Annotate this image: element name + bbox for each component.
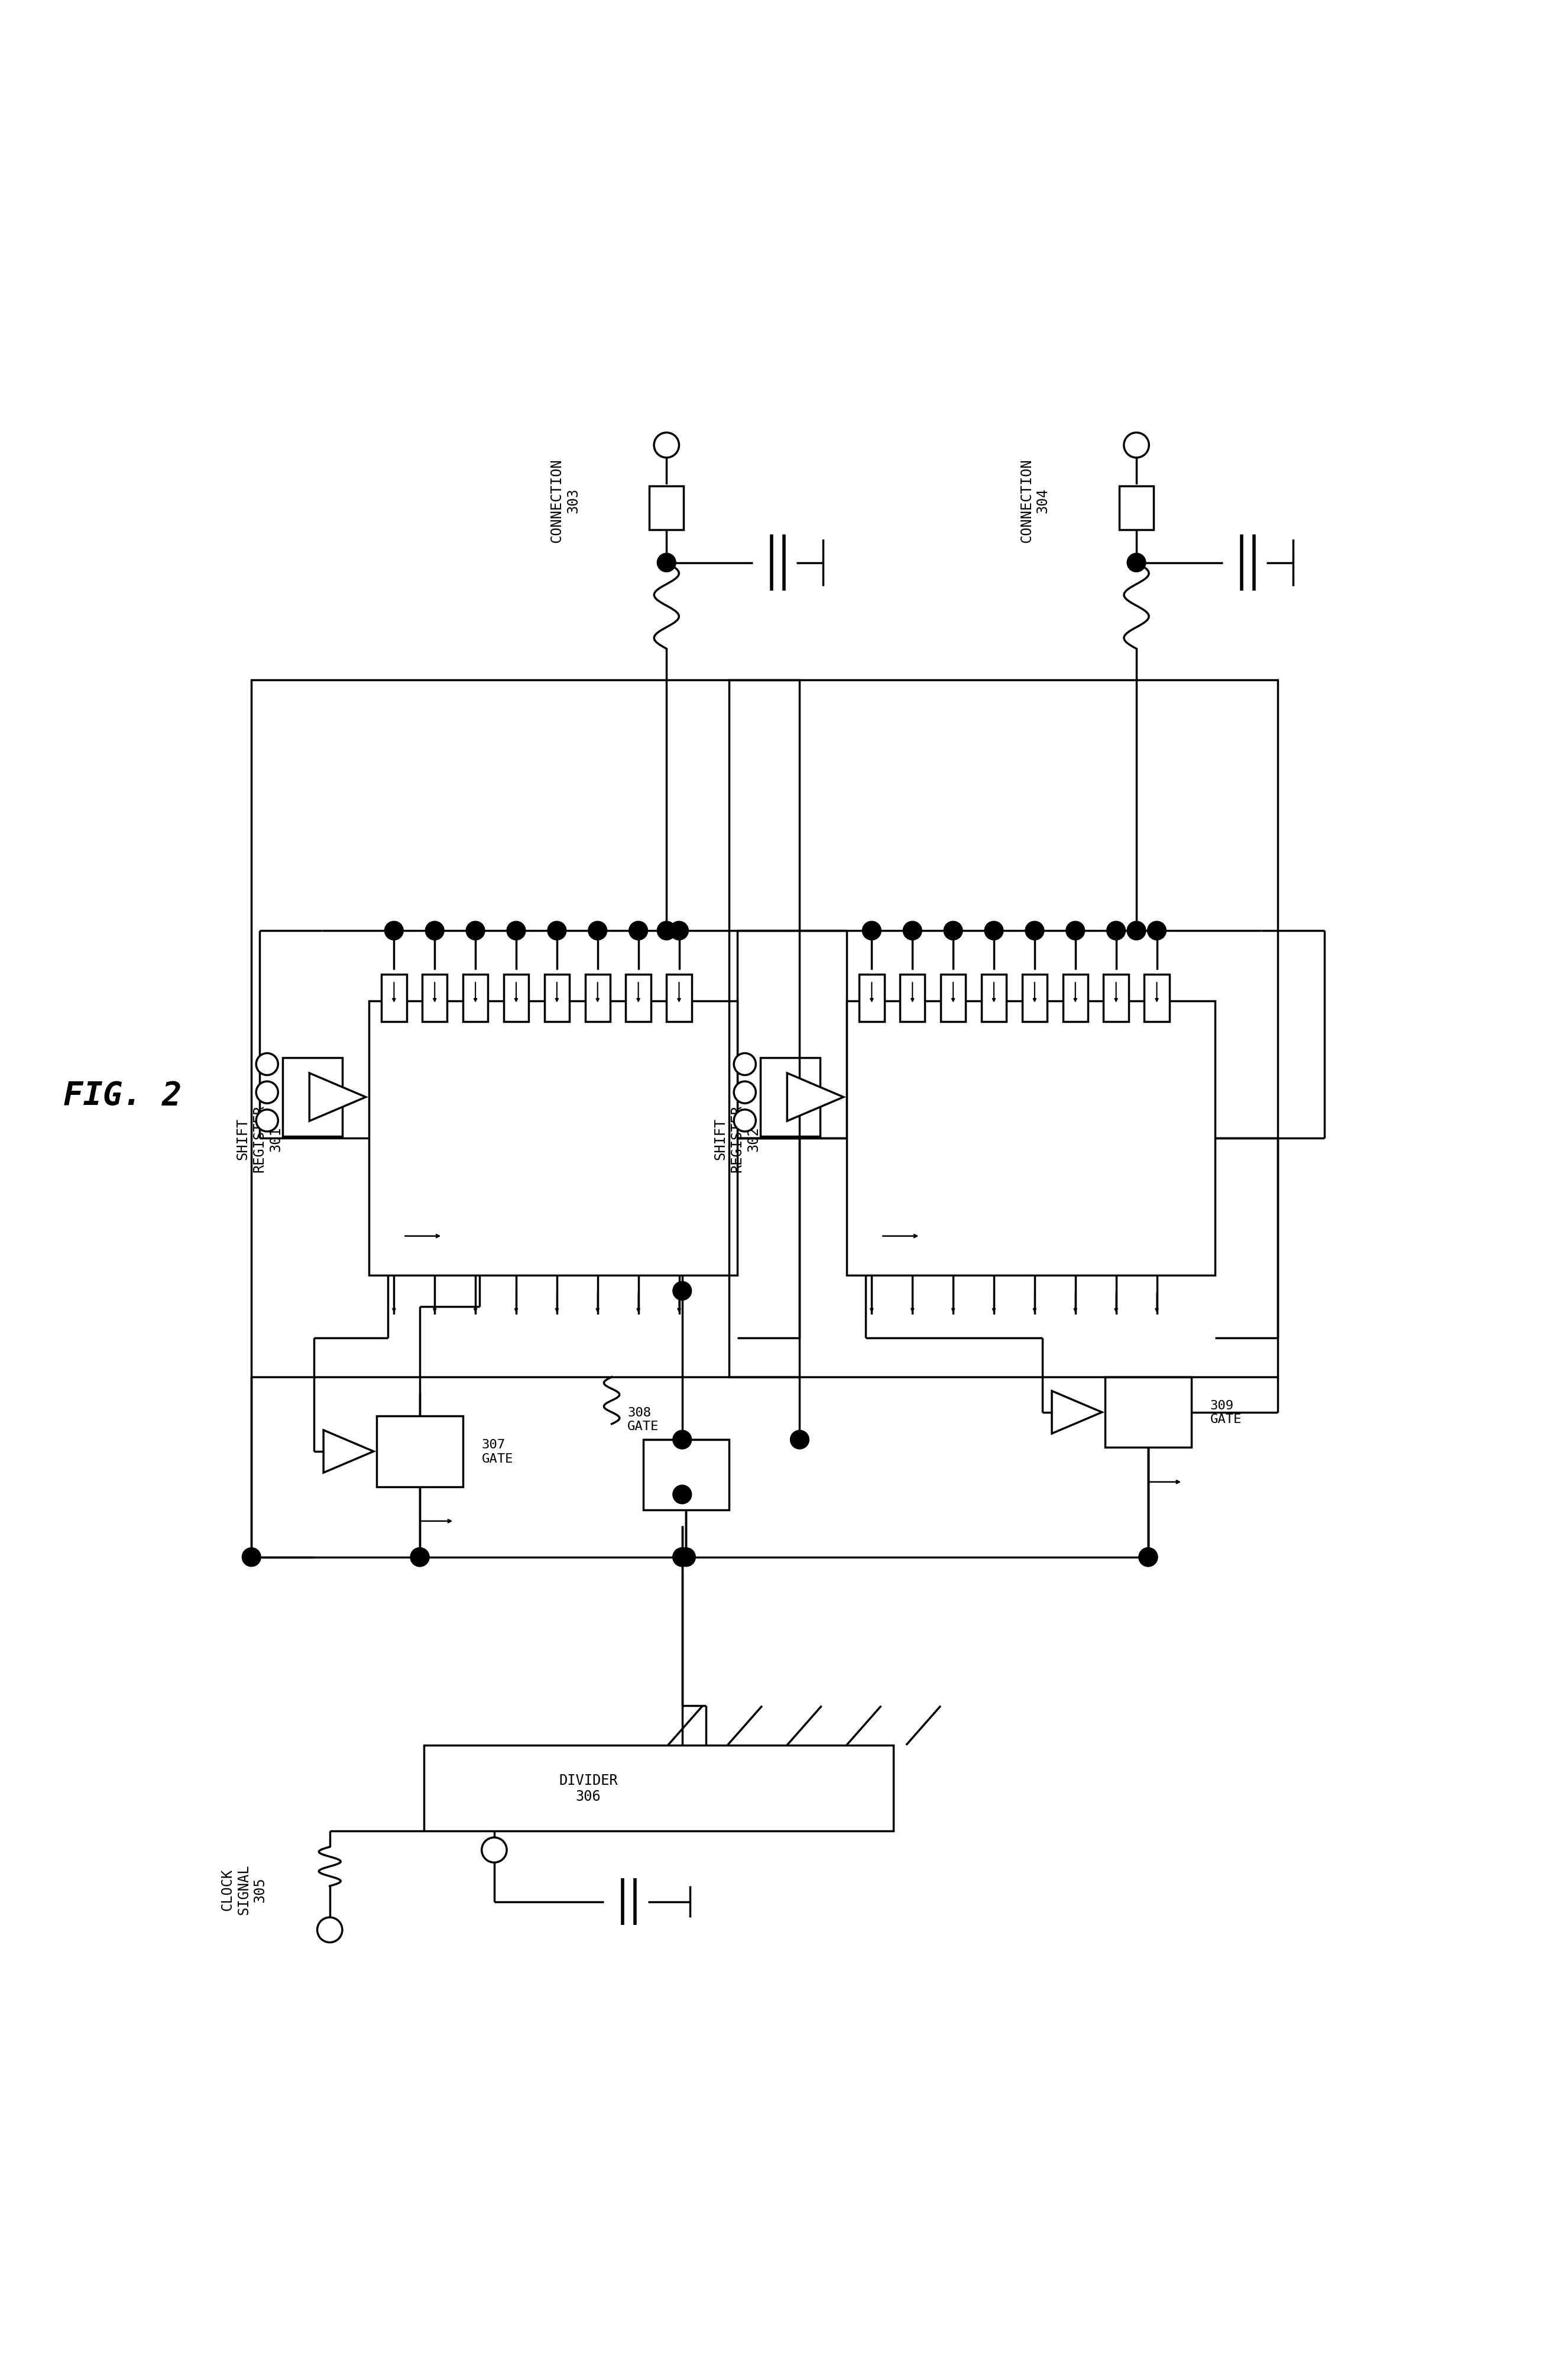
Bar xyxy=(544,976,569,1021)
Text: DIVIDER
306: DIVIDER 306 xyxy=(558,1772,618,1803)
Bar xyxy=(626,976,651,1021)
Bar xyxy=(900,976,925,1021)
Circle shape xyxy=(654,432,679,458)
Bar xyxy=(1105,1378,1192,1449)
Bar xyxy=(1022,976,1047,1021)
Circle shape xyxy=(657,922,676,940)
Bar xyxy=(729,681,1278,1378)
Circle shape xyxy=(985,922,1004,940)
Bar xyxy=(666,976,691,1021)
Circle shape xyxy=(1025,922,1044,940)
Bar xyxy=(422,976,447,1021)
Bar xyxy=(251,681,800,1378)
Polygon shape xyxy=(323,1430,373,1472)
Text: 308
GATE: 308 GATE xyxy=(627,1406,659,1432)
Circle shape xyxy=(466,922,485,940)
Circle shape xyxy=(411,1548,430,1567)
Text: 309
GATE: 309 GATE xyxy=(1210,1399,1242,1425)
Circle shape xyxy=(425,922,444,940)
Bar xyxy=(941,976,966,1021)
Polygon shape xyxy=(1052,1392,1102,1434)
Bar xyxy=(1120,487,1154,529)
Circle shape xyxy=(241,1548,260,1567)
Circle shape xyxy=(1148,922,1167,940)
Circle shape xyxy=(673,1430,691,1449)
Circle shape xyxy=(411,1548,430,1567)
Text: 307
GATE: 307 GATE xyxy=(481,1439,513,1465)
Bar xyxy=(381,976,406,1021)
Bar xyxy=(760,1059,820,1137)
Bar xyxy=(982,976,1007,1021)
Circle shape xyxy=(790,1430,809,1449)
Bar xyxy=(376,1415,463,1486)
Circle shape xyxy=(903,922,922,940)
Bar xyxy=(649,487,684,529)
Circle shape xyxy=(944,922,963,940)
Bar xyxy=(282,1059,342,1137)
Circle shape xyxy=(862,922,881,940)
Circle shape xyxy=(1124,432,1149,458)
Circle shape xyxy=(670,922,688,940)
Circle shape xyxy=(256,1111,278,1132)
Bar xyxy=(859,976,884,1021)
Text: CONNECTION
303: CONNECTION 303 xyxy=(549,458,580,543)
Bar xyxy=(1104,976,1129,1021)
Circle shape xyxy=(673,1486,691,1505)
Circle shape xyxy=(673,1548,691,1567)
Bar xyxy=(847,1002,1215,1276)
Circle shape xyxy=(1066,922,1085,940)
Circle shape xyxy=(734,1054,756,1075)
Circle shape xyxy=(481,1838,506,1862)
Circle shape xyxy=(588,922,607,940)
Circle shape xyxy=(1107,922,1126,940)
Text: SHIFT
REGISTER
302: SHIFT REGISTER 302 xyxy=(713,1106,760,1172)
Bar xyxy=(423,1746,894,1831)
Bar xyxy=(1145,976,1170,1021)
Text: SHIFT
REGISTER
301: SHIFT REGISTER 301 xyxy=(235,1106,282,1172)
Circle shape xyxy=(1138,1548,1157,1567)
Circle shape xyxy=(1127,553,1146,572)
Circle shape xyxy=(673,1548,691,1567)
Bar xyxy=(503,976,528,1021)
Polygon shape xyxy=(309,1073,365,1122)
Bar xyxy=(585,976,610,1021)
Circle shape xyxy=(384,922,403,940)
Text: CLOCK
SIGNAL
305: CLOCK SIGNAL 305 xyxy=(220,1864,267,1914)
Circle shape xyxy=(677,1548,696,1567)
Circle shape xyxy=(673,1281,691,1300)
Text: CONNECTION
304: CONNECTION 304 xyxy=(1019,458,1051,543)
Circle shape xyxy=(256,1082,278,1104)
Circle shape xyxy=(1127,922,1146,940)
Circle shape xyxy=(734,1111,756,1132)
Circle shape xyxy=(657,553,676,572)
Circle shape xyxy=(1138,1548,1157,1567)
Circle shape xyxy=(506,922,525,940)
Bar xyxy=(368,1002,737,1276)
Circle shape xyxy=(256,1054,278,1075)
Circle shape xyxy=(629,922,648,940)
Text: FIG. 2: FIG. 2 xyxy=(63,1080,182,1111)
Bar xyxy=(1063,976,1088,1021)
Bar xyxy=(643,1439,729,1510)
Bar xyxy=(463,976,488,1021)
Circle shape xyxy=(547,922,566,940)
Circle shape xyxy=(734,1082,756,1104)
Circle shape xyxy=(317,1916,342,1942)
Polygon shape xyxy=(787,1073,844,1122)
